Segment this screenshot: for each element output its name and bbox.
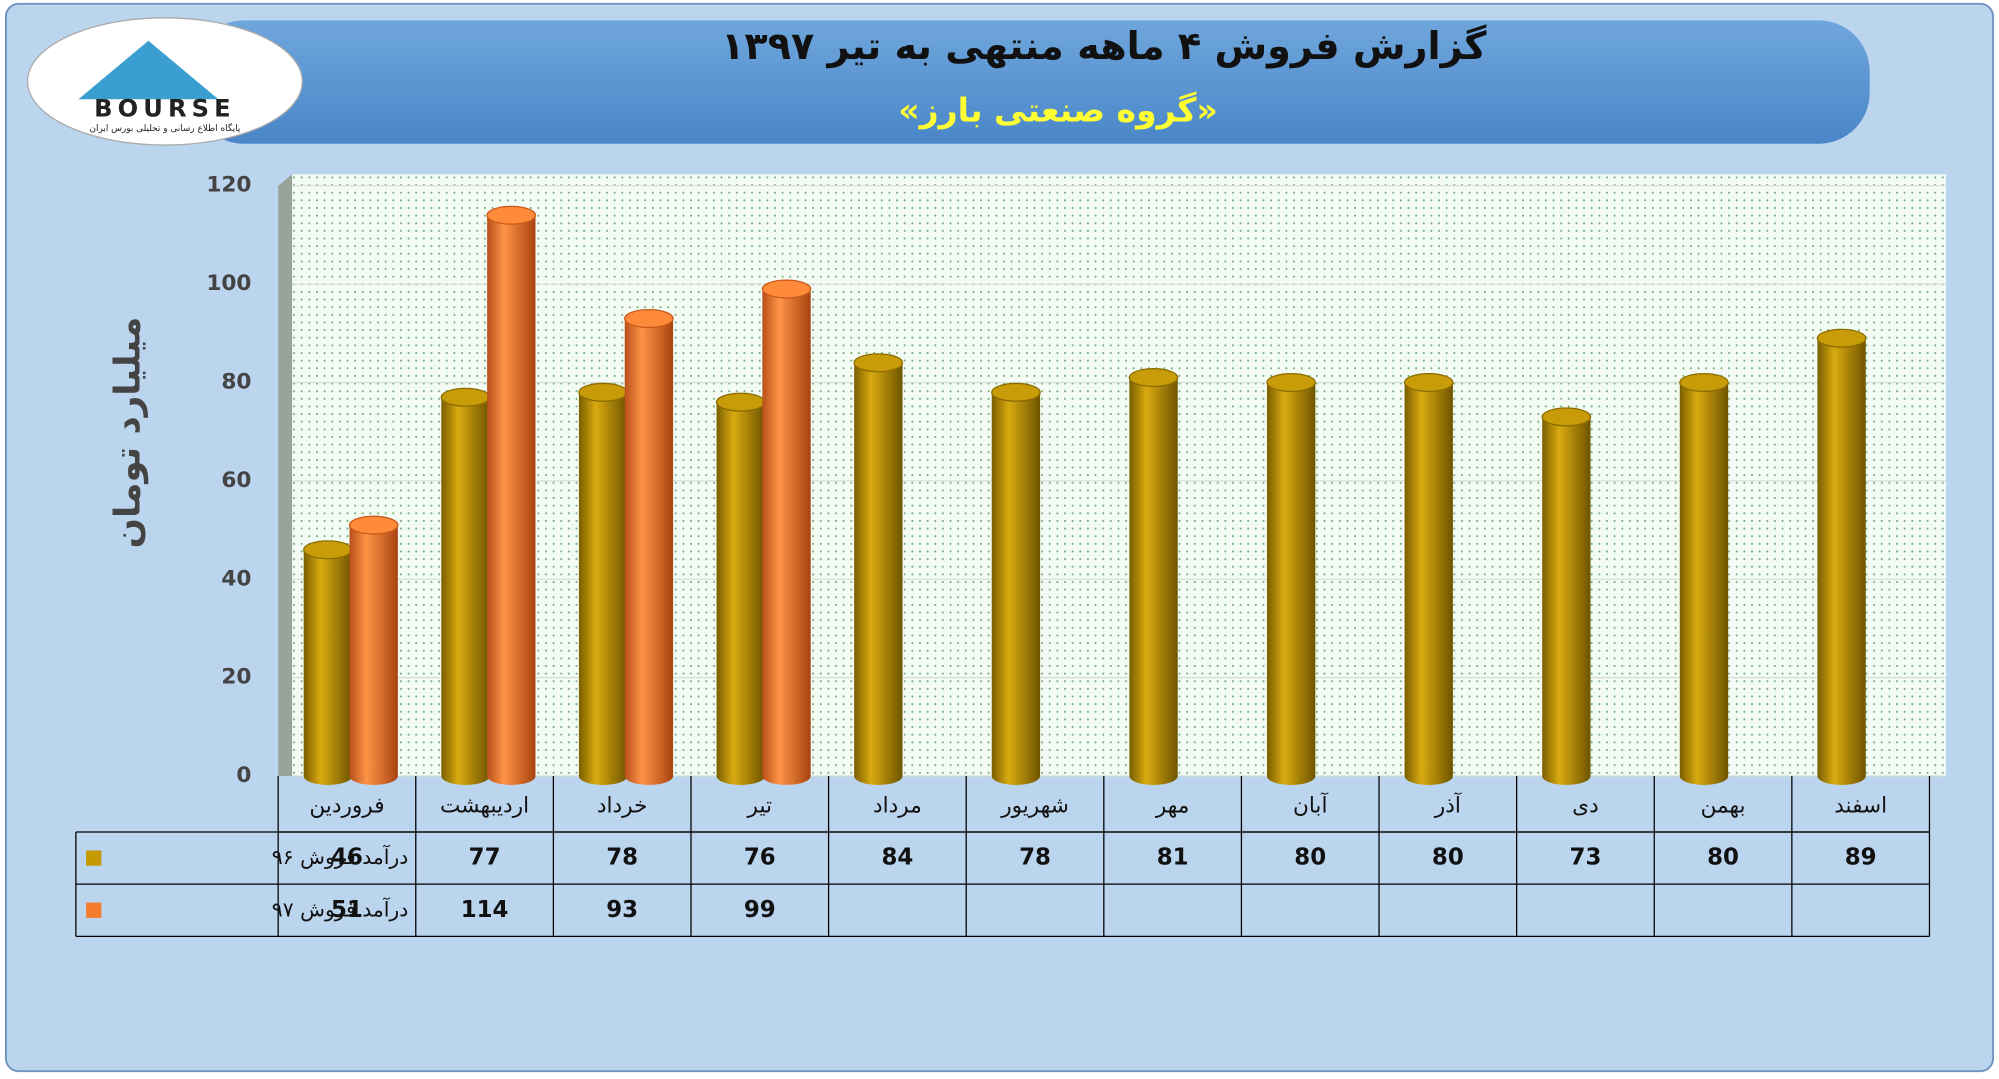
table-value: 84 [881, 845, 913, 871]
table-value: 78 [1019, 845, 1051, 871]
y-tick-label: 80 [221, 370, 251, 395]
header-banner [192, 20, 1870, 144]
plot-side-wall [278, 174, 293, 777]
table-value: 80 [1432, 845, 1464, 871]
bar-cap [1816, 328, 1867, 348]
bar [1679, 382, 1729, 785]
table-value: 80 [1294, 845, 1326, 871]
legend-swatch [86, 850, 102, 866]
table-value: 46 [331, 845, 363, 871]
bar-cap [1128, 368, 1179, 388]
bar [1129, 377, 1178, 785]
x-tick-label: بهمن [1701, 794, 1746, 819]
table-value: 76 [744, 845, 776, 871]
bar [1404, 382, 1453, 785]
bar [1817, 338, 1866, 785]
x-tick-label: تیر [747, 794, 772, 819]
bar [991, 392, 1041, 785]
bar [1266, 382, 1316, 785]
x-tick-label: مهر [1155, 794, 1189, 819]
plot-area [292, 174, 1947, 777]
bar-cap [761, 279, 812, 299]
bar-cap [1679, 372, 1729, 393]
bar-cap [624, 309, 674, 329]
bar [349, 525, 398, 785]
table-value: 51 [331, 897, 363, 923]
x-tick-label: اسفند [1834, 794, 1887, 819]
bar-cap [1266, 372, 1316, 393]
chart-subtitle: «گروه صنعتی بارز» [898, 90, 1218, 130]
table-value: 77 [469, 845, 501, 871]
bar-cap [991, 382, 1041, 402]
bar [762, 289, 811, 785]
x-tick-label: اردیبهشت [440, 794, 529, 819]
bar [624, 318, 674, 785]
x-tick-label: خرداد [597, 794, 648, 819]
logo-icon [78, 40, 219, 100]
bar [716, 402, 765, 785]
bar [303, 549, 353, 785]
bar-cap [715, 392, 766, 412]
bar [441, 397, 490, 785]
table-value: 99 [744, 897, 776, 923]
bar [487, 215, 536, 785]
legend-label: درآمد فروش ۹۶ [272, 844, 409, 869]
table-value: 81 [1157, 845, 1189, 871]
bar [854, 362, 903, 785]
y-tick-label: 40 [221, 566, 251, 591]
y-tick-label: 100 [206, 271, 251, 296]
bar [1542, 416, 1591, 785]
table-value: 89 [1845, 845, 1877, 871]
logo-subtitle: پایگاه اطلاع رسانی و تحلیلی بورس ایران [89, 123, 240, 134]
bar-cap [853, 353, 904, 373]
x-tick-label: دی [1572, 794, 1599, 819]
table-value: 78 [606, 845, 638, 871]
x-tick-label: فروردین [309, 794, 384, 819]
bar [578, 392, 628, 785]
table-value: 73 [1570, 845, 1602, 871]
legend-swatch [86, 902, 102, 918]
logo-text: BOURSE [94, 94, 236, 122]
y-tick-label: 120 [206, 173, 251, 198]
bar-cap [440, 387, 491, 407]
x-tick-label: آبان [1293, 792, 1328, 819]
chart-title: گزارش فروش ۴ ماهه منتهی به تیر ۱۳۹۷ [721, 24, 1487, 69]
y-tick-label: 20 [221, 665, 251, 690]
bar-cap [486, 205, 537, 225]
bar-cap [578, 382, 628, 402]
bar-cap [303, 540, 353, 560]
y-tick-label: 0 [236, 763, 251, 788]
table-value: 114 [461, 897, 509, 923]
x-tick-label: آذر [1434, 792, 1462, 819]
bar-cap [1541, 407, 1592, 427]
bar-cap [1403, 372, 1454, 393]
table-value: 93 [606, 897, 638, 923]
bar-cap [348, 515, 399, 535]
y-tick-label: 60 [221, 468, 251, 493]
x-tick-label: شهریور [1000, 794, 1069, 819]
table-value: 80 [1707, 845, 1739, 871]
x-tick-label: مرداد [873, 794, 922, 819]
y-axis-label: میلیارد تومان [107, 317, 148, 549]
legend-label: درآمد فروش ۹۷ [272, 896, 409, 921]
